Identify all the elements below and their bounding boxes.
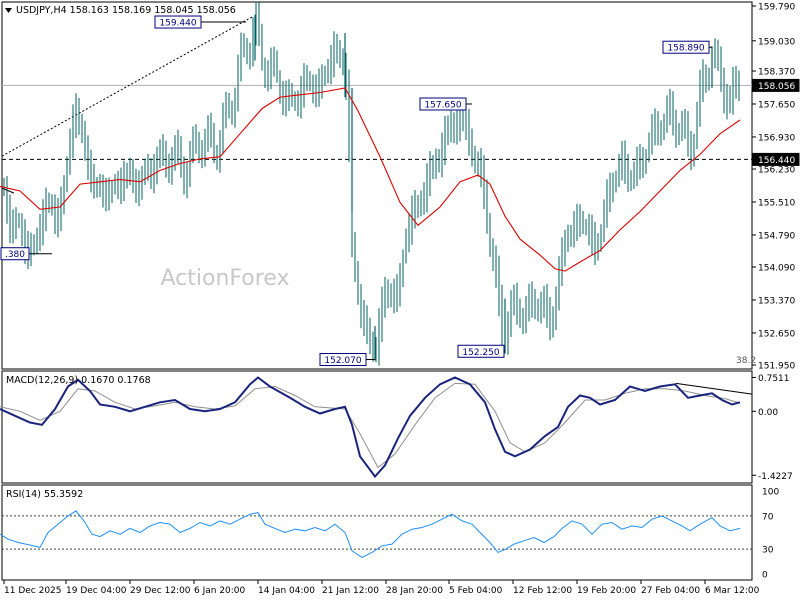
time-tick-label: 27 Feb 04:00 (641, 586, 700, 596)
ma-line (0, 87, 741, 272)
rsi-tick-label: 30 (762, 546, 774, 556)
rsi-tick-label: 70 (762, 512, 774, 522)
moving-average (0, 87, 741, 272)
time-tick-label: 6 Jan 20:00 (194, 586, 246, 596)
time-tick-label: 5 Feb 04:00 (449, 586, 503, 596)
macd-signal-line (0, 382, 741, 469)
rsi-panel (1, 484, 753, 581)
rsi-tick-label: 100 (762, 488, 779, 498)
time-tick-label: 29 Dec 12:00 (130, 586, 191, 596)
time-tick-label: 21 Jan 12:00 (322, 586, 379, 596)
annotation-label: 158.890 (667, 44, 704, 54)
macd-indicator: 0.7511 0.00 -1.4227 (0, 374, 793, 482)
macd-main-line (0, 376, 741, 479)
time-tick-label: 12 Feb 12:00 (513, 586, 572, 596)
macd-tick-label: 0.00 (758, 408, 778, 418)
time-tick-label: 11 Dec 2025 (4, 586, 62, 596)
price-tick-label: 153.370 (758, 296, 795, 306)
time-tick-label: 6 Mar 12:00 (705, 586, 760, 596)
annotations: 159.440 158.890 157.650 152.070 152.250 .380 (0, 15, 712, 367)
macd-tick-label: -1.4227 (758, 472, 793, 482)
price-tick-label: 151.950 (758, 362, 795, 372)
price-gridlines (2, 84, 752, 160)
time-axis: 11 Dec 2025 19 Dec 04:00 29 Dec 12:00 6 Jan… (3, 580, 760, 596)
candles (3, 1, 740, 366)
price-tick-label: 156.230 (758, 166, 795, 176)
price-tick-label: 159.790 (758, 3, 795, 13)
price-tick-label: 157.650 (758, 100, 795, 110)
time-tick-label: 14 Jan 04:00 (258, 586, 315, 596)
rsi-line (0, 510, 741, 558)
annotation-label: 159.440 (159, 19, 196, 29)
level-line-tag-box (752, 152, 800, 166)
annotation-label: 152.070 (324, 356, 361, 366)
price-tick-label: 152.650 (758, 329, 795, 339)
macd-label: MACD(12,26,9) 0.1670 0.1768 (6, 375, 151, 386)
time-tick-label: 19 Dec 04:00 (66, 586, 127, 596)
rsi-indicator: 100 70 30 0 (0, 488, 779, 581)
symbol-header-text: USDJPY,H4 158.163 158.169 158.045 158.05… (16, 5, 236, 16)
rsi-label: RSI(14) 55.3592 (6, 489, 83, 500)
time-tick-label: 28 Jan 20:00 (386, 586, 443, 596)
price-tick-label: 156.930 (758, 133, 795, 143)
price-tick-label: 158.370 (758, 68, 795, 78)
rsi-tick-label: 0 (762, 571, 768, 581)
annotation-label: 152.250 (462, 348, 499, 358)
annotation-label: 157.650 (424, 100, 461, 110)
price-tick-label: 155.510 (758, 198, 795, 208)
price-tick-label: 154.090 (758, 264, 795, 274)
dropdown-triangle-icon (5, 8, 12, 13)
current-price-tag-text: 158.056 (758, 82, 795, 92)
price-axis: 159.790 159.030 158.370 157.650 156.930 156.2… (752, 3, 800, 372)
macd-trendline (675, 382, 753, 395)
current-price-tag-box (752, 78, 800, 92)
symbol-header: USDJPY,H4 158.163 158.169 158.045 158.05… (5, 5, 236, 16)
time-tick-label: 19 Feb 20:00 (577, 586, 636, 596)
macd-tick-label: 0.7511 (758, 374, 790, 384)
level-line-tag-text: 156.440 (758, 156, 795, 166)
annotation-label: .380 (5, 250, 25, 260)
watermark: ActionForex (161, 266, 290, 291)
price-tick-label: 159.030 (758, 37, 795, 47)
price-tick-label: 154.790 (758, 231, 795, 241)
fib-label: 38.2 (736, 356, 756, 366)
